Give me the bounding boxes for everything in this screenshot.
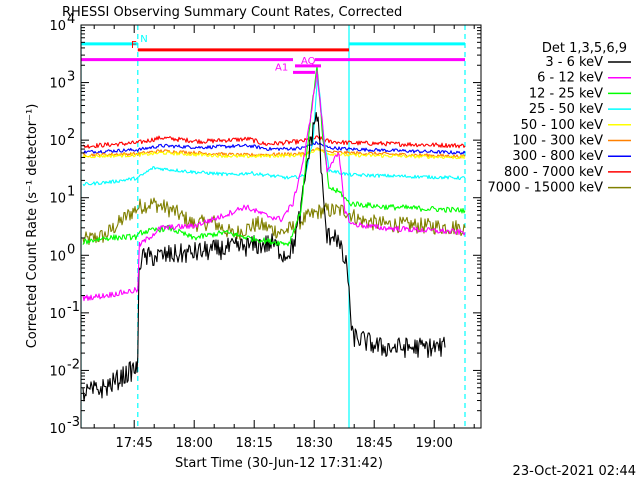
series-line-12-25kev (82, 65, 466, 247)
legend-entry-label: 300 - 800 keV (512, 149, 603, 164)
series-line-7000-15000kev (82, 197, 466, 246)
flag-label-f: F (131, 40, 137, 51)
y-tick-exponent: -1 (67, 300, 80, 315)
y-tick-label: 10 (49, 192, 66, 207)
y-tick-exponent: 3 (67, 70, 75, 85)
x-axis-label: Start Time (30-Jun-12 17:31:42) (175, 456, 383, 471)
x-tick-label: 19:00 (415, 436, 452, 451)
x-tick-label: 18:30 (295, 436, 332, 451)
legend-entry-label: 6 - 12 keV (537, 71, 603, 86)
legend-entry-label: 12 - 25 keV (529, 86, 603, 101)
y-tick-exponent: 1 (67, 185, 75, 200)
legend-entry-label: 50 - 100 keV (521, 118, 604, 133)
legend-title: Det 1,3,5,6,9 (542, 41, 627, 56)
legend-entry-label: 25 - 50 keV (529, 102, 603, 117)
y-tick-label: 10 (49, 134, 66, 149)
flag-label-aq: AQ (301, 56, 316, 67)
y-axis-label: Corrected Count Rate (s⁻¹ detector⁻¹) (25, 104, 40, 349)
x-tick-label: 18:15 (235, 436, 272, 451)
y-tick-label: 10 (49, 307, 66, 322)
series-line-50-100kev (82, 147, 466, 160)
flag-label-n: N (140, 34, 147, 45)
footer-date: 23-Oct-2021 02:44 (513, 464, 636, 479)
legend-entry-label: 800 - 7000 keV (504, 165, 603, 180)
x-tick-label: 17:45 (115, 436, 152, 451)
y-tick-exponent: -3 (67, 415, 80, 430)
series-line-800-7000kev (82, 135, 466, 149)
y-tick-label: 10 (49, 364, 66, 379)
y-tick-exponent: 4 (67, 12, 75, 27)
x-tick-label: 18:00 (175, 436, 212, 451)
y-tick-label: 10 (49, 422, 66, 437)
flag-label-a1: A1 (275, 62, 288, 73)
y-tick-label: 10 (49, 19, 66, 34)
y-tick-label: 10 (49, 77, 66, 92)
y-tick-exponent: -2 (67, 357, 80, 372)
y-tick-exponent: 2 (67, 127, 75, 142)
x-tick-label: 18:45 (355, 436, 392, 451)
legend-entry-label: 3 - 6 keV (545, 55, 603, 70)
legend-entry-label: 7000 - 15000 keV (488, 181, 604, 196)
y-tick-label: 10 (49, 249, 66, 264)
series-line-6-12kev (82, 70, 466, 302)
y-tick-exponent: 0 (67, 242, 75, 257)
plot-frame (80, 24, 482, 429)
chart-title: RHESSI Observing Summary Count Rates, Co… (62, 5, 402, 20)
series-line-300-800kev (82, 141, 466, 155)
series-line-25-50kev (82, 74, 466, 187)
legend-entry-label: 100 - 300 keV (512, 134, 603, 149)
series-line-3-6kev (82, 111, 446, 402)
